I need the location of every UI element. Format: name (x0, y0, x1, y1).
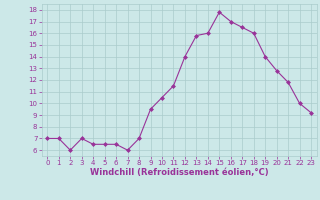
X-axis label: Windchill (Refroidissement éolien,°C): Windchill (Refroidissement éolien,°C) (90, 168, 268, 177)
